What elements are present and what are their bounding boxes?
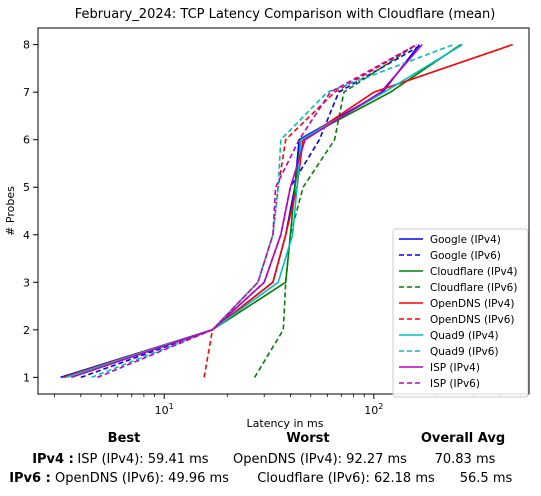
summary-table: Best Worst Overall Avg IPv4 : ISP (IPv4)… <box>0 430 541 496</box>
series-line-3 <box>255 45 417 378</box>
y-tick-label-3: 4 <box>23 229 30 242</box>
y-tick-label-0: 1 <box>23 371 30 384</box>
y-tick-label-6: 7 <box>23 86 30 99</box>
y-tick-label-2: 3 <box>23 276 30 289</box>
legend-label-2: Cloudflare (IPv4) <box>430 266 517 278</box>
x-tick-label-1: 102 <box>364 402 383 417</box>
header-overall-avg: Overall Avg <box>421 431 505 446</box>
ipv6-avg: 56.5 ms <box>460 471 513 486</box>
legend-label-1: Google (IPv6) <box>430 250 501 262</box>
x-tick-label-0: 101 <box>155 402 174 417</box>
y-tick-label-5: 6 <box>23 134 30 147</box>
ipv4-worst: OpenDNS (IPv4): 92.27 ms <box>233 452 407 467</box>
ipv4-avg: 70.83 ms <box>435 452 496 467</box>
legend-label-7: Quad9 (IPv6) <box>430 346 499 358</box>
chart-title: February_2024: TCP Latency Comparison wi… <box>75 7 496 22</box>
ipv6-worst: Cloudflare (IPv6): 62.18 ms <box>257 471 435 486</box>
header-worst: Worst <box>286 431 329 446</box>
legend-label-8: ISP (IPv4) <box>430 362 480 374</box>
legend-label-4: OpenDNS (IPv4) <box>430 298 515 310</box>
legend-label-6: Quad9 (IPv4) <box>430 330 499 342</box>
ipv4-best: ISP (IPv4): 59.41 ms <box>77 452 208 467</box>
legend-label-9: ISP (IPv6) <box>430 378 480 390</box>
y-axis-label: # Probes <box>4 186 17 236</box>
legend-label-5: OpenDNS (IPv6) <box>430 314 515 326</box>
row-label-ipv4: IPv4 : <box>32 452 74 467</box>
y-tick-label-7: 8 <box>23 39 30 52</box>
ipv6-best: OpenDNS (IPv6): 49.96 ms <box>55 471 229 486</box>
series-line-9 <box>97 45 416 378</box>
y-tick-label-1: 2 <box>23 324 30 337</box>
series-line-0 <box>61 45 420 378</box>
legend-label-0: Google (IPv4) <box>430 234 501 246</box>
row-label-ipv6: IPv6 : <box>9 471 51 486</box>
legend-label-3: Cloudflare (IPv6) <box>430 282 517 294</box>
x-axis-label: Latency in ms <box>247 417 324 430</box>
y-tick-label-4: 5 <box>23 181 30 194</box>
latency-chart: February_2024: TCP Latency Comparison wi… <box>0 0 541 430</box>
legend: Google (IPv4) Google (IPv6) Cloudflare (IP… <box>393 229 528 397</box>
header-best: Best <box>108 431 141 446</box>
